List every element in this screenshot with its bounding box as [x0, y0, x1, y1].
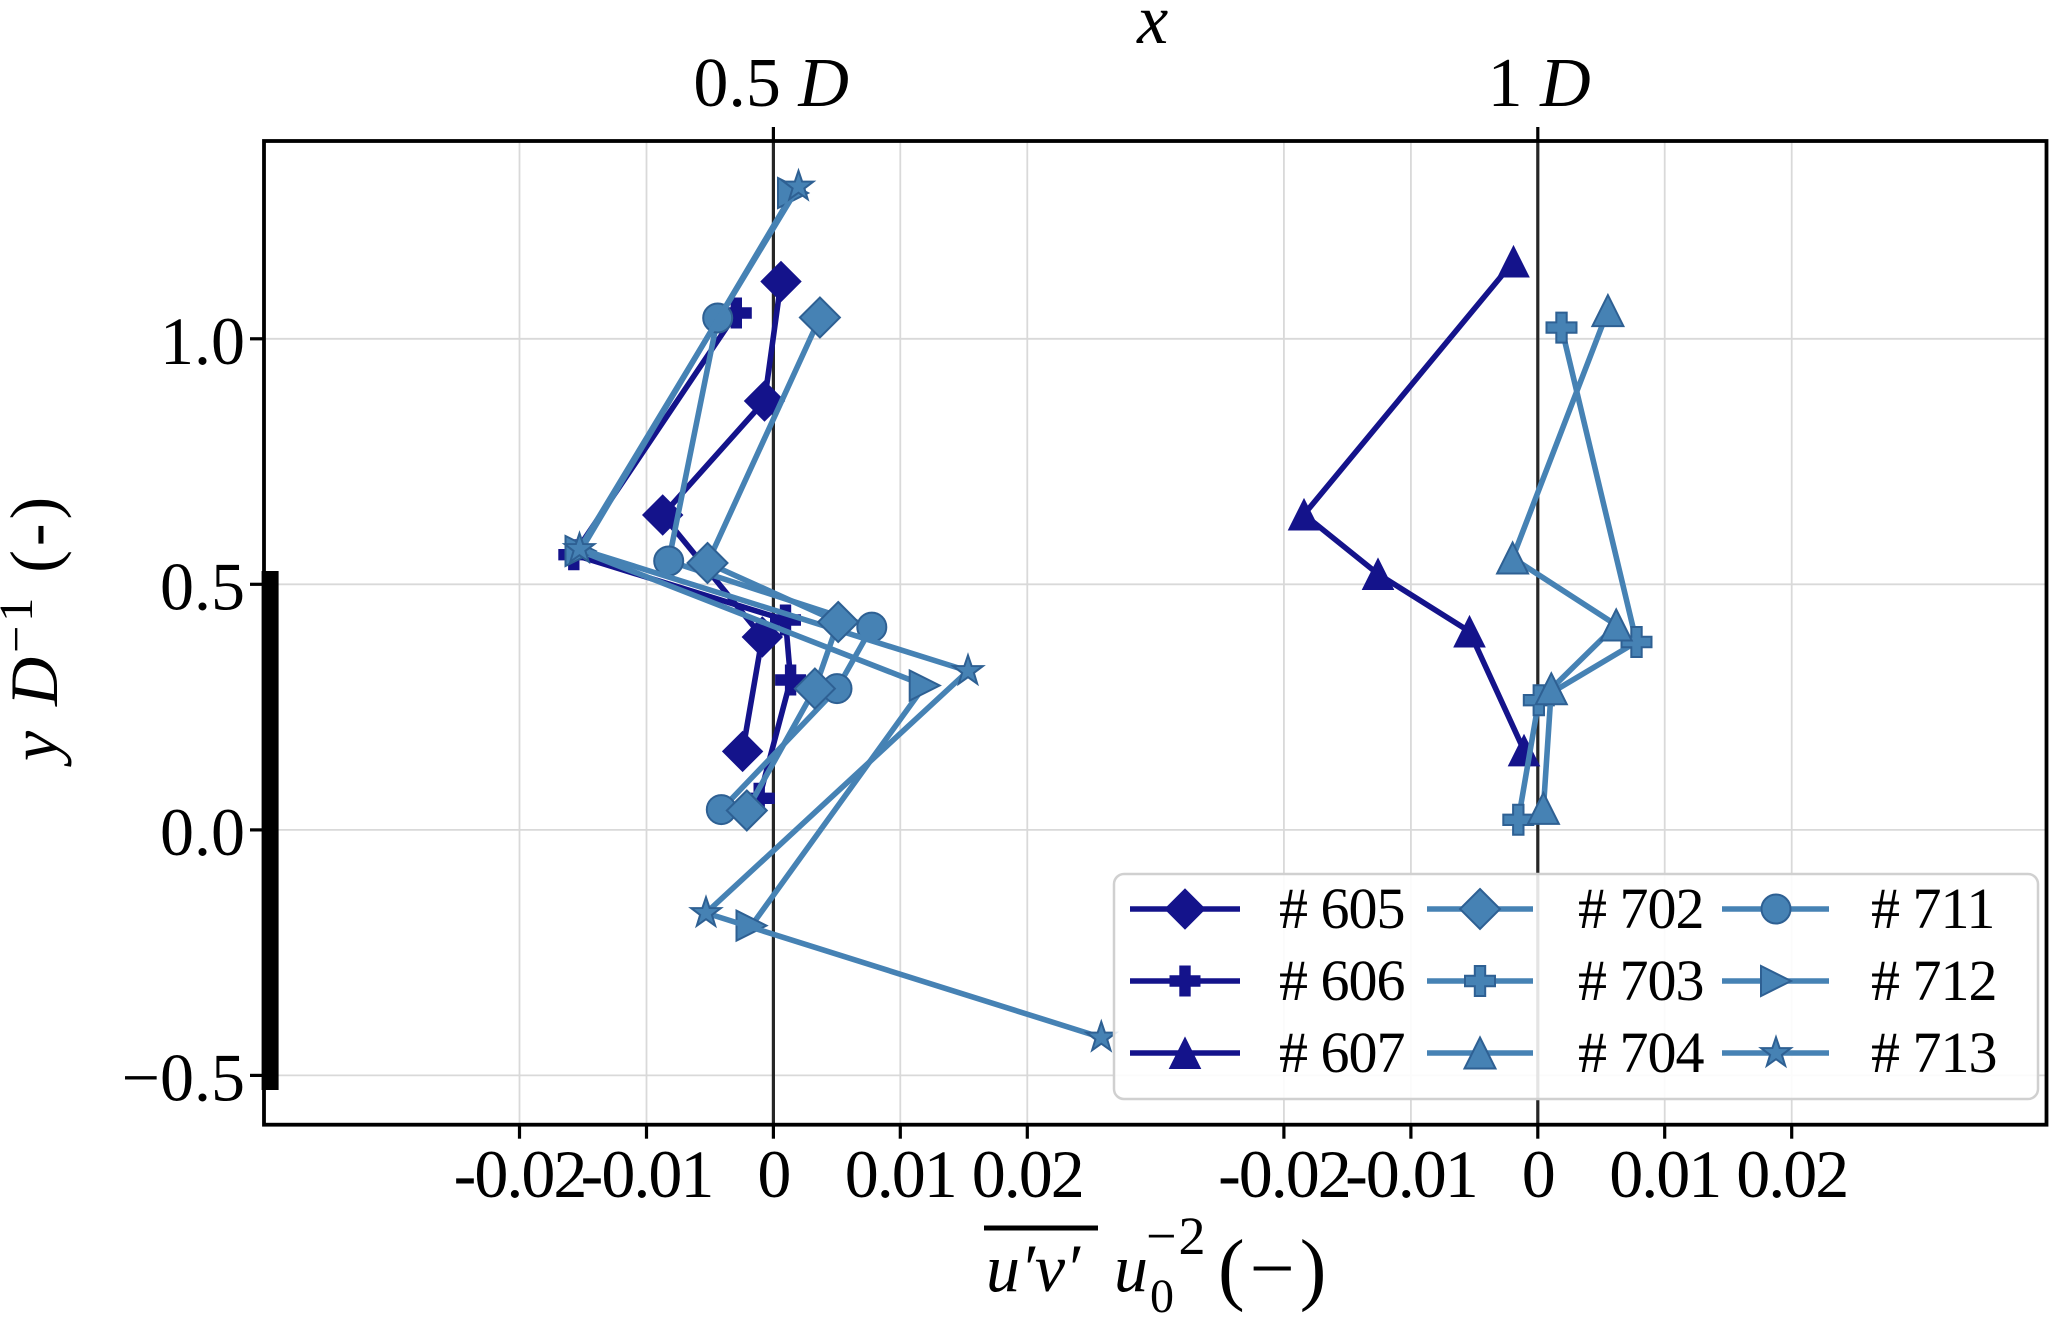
svg-text:# 704: # 704 — [1578, 1020, 1705, 1085]
svg-text:# 606: # 606 — [1279, 948, 1405, 1013]
svg-text:0.5: 0.5 — [160, 548, 245, 624]
svg-text:0.0: 0.0 — [160, 794, 245, 870]
svg-text:0.02: 0.02 — [1736, 1136, 1847, 1212]
svg-text:u′v′: u′v′ — [986, 1230, 1081, 1306]
svg-text:0: 0 — [1522, 1136, 1554, 1212]
svg-text:x: x — [1136, 0, 1168, 59]
svg-text:u: u — [1114, 1230, 1148, 1306]
svg-text:# 713: # 713 — [1871, 1020, 1997, 1085]
svg-text:(−): (−) — [1218, 1225, 1331, 1313]
svg-text:0.5 D: 0.5 D — [693, 45, 849, 122]
svg-text:1 D: 1 D — [1488, 45, 1591, 122]
svg-text:# 712: # 712 — [1871, 948, 1997, 1013]
svg-text:# 607: # 607 — [1279, 1020, 1405, 1085]
svg-text:# 702: # 702 — [1578, 876, 1704, 941]
svg-text:−2: −2 — [1146, 1206, 1207, 1266]
svg-text:-0.02: -0.02 — [454, 1136, 586, 1212]
svg-text:# 703: # 703 — [1578, 948, 1704, 1013]
svg-text:-0.02: -0.02 — [1218, 1136, 1350, 1212]
svg-text:0: 0 — [757, 1136, 789, 1212]
svg-text:# 711: # 711 — [1871, 876, 1994, 941]
svg-text:−0.5: −0.5 — [122, 1039, 245, 1115]
svg-text:-0.01: -0.01 — [1345, 1136, 1477, 1212]
svg-text:# 605: # 605 — [1279, 876, 1405, 941]
svg-text:0.02: 0.02 — [972, 1136, 1083, 1212]
svg-text:0: 0 — [1150, 1270, 1174, 1317]
svg-text:0.01: 0.01 — [1609, 1136, 1720, 1212]
svg-text:0.01: 0.01 — [845, 1136, 956, 1212]
svg-text:1.0: 1.0 — [160, 303, 245, 379]
svg-text:-0.01: -0.01 — [581, 1136, 713, 1212]
